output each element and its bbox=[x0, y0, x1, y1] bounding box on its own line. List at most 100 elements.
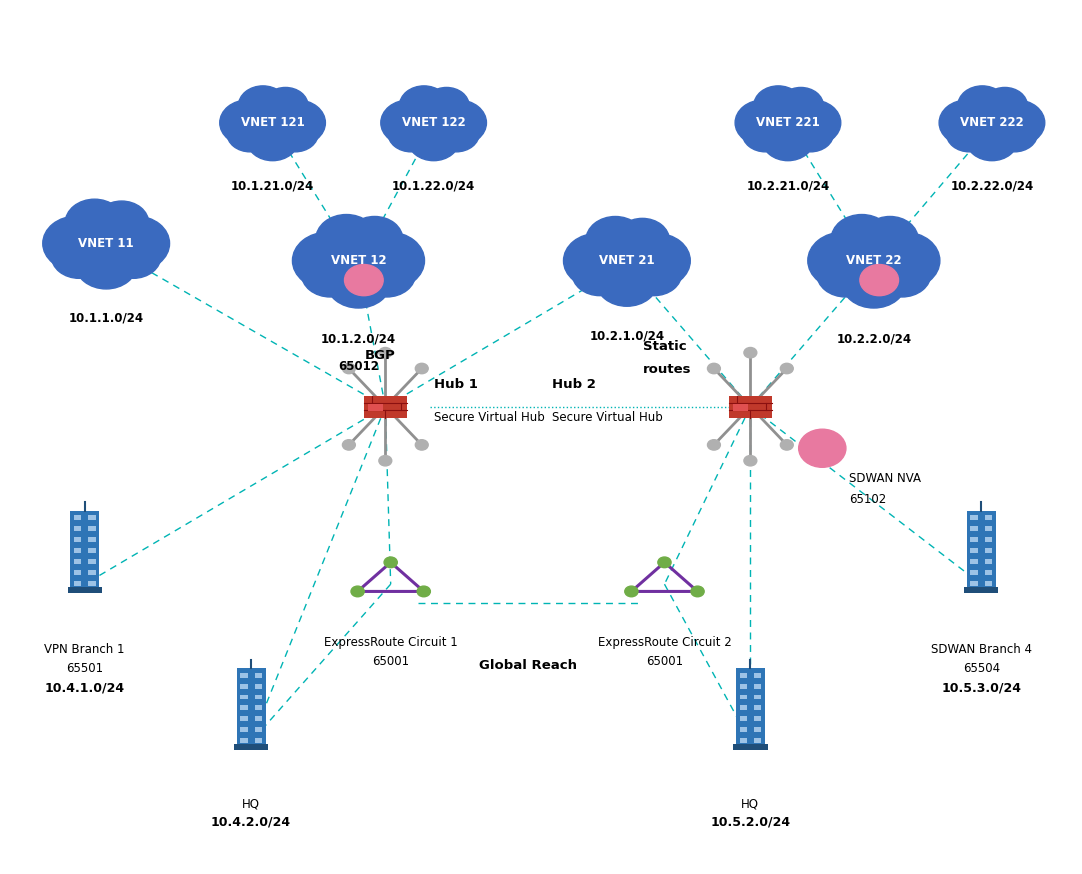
Circle shape bbox=[408, 119, 460, 161]
FancyBboxPatch shape bbox=[89, 558, 95, 564]
Text: 65501: 65501 bbox=[66, 662, 103, 675]
FancyBboxPatch shape bbox=[368, 404, 383, 411]
FancyBboxPatch shape bbox=[754, 739, 762, 743]
Text: VNET 12: VNET 12 bbox=[331, 254, 386, 267]
Text: 65102: 65102 bbox=[849, 493, 886, 506]
Text: routes: routes bbox=[643, 364, 691, 377]
Circle shape bbox=[831, 214, 893, 264]
FancyBboxPatch shape bbox=[254, 673, 262, 677]
FancyBboxPatch shape bbox=[254, 705, 262, 711]
FancyBboxPatch shape bbox=[967, 510, 995, 586]
Circle shape bbox=[873, 250, 931, 297]
Circle shape bbox=[76, 239, 137, 289]
Circle shape bbox=[247, 119, 299, 161]
Text: 10.2.21.0/24: 10.2.21.0/24 bbox=[747, 180, 830, 193]
FancyBboxPatch shape bbox=[240, 695, 248, 699]
Text: VPN Branch 1: VPN Branch 1 bbox=[44, 643, 124, 656]
Text: VNET 121: VNET 121 bbox=[240, 116, 304, 129]
Text: VNET 221: VNET 221 bbox=[756, 116, 820, 129]
Circle shape bbox=[51, 233, 107, 278]
FancyBboxPatch shape bbox=[74, 548, 81, 552]
FancyBboxPatch shape bbox=[234, 745, 268, 751]
Circle shape bbox=[400, 96, 467, 149]
Text: Hub 1: Hub 1 bbox=[434, 378, 477, 392]
Circle shape bbox=[626, 251, 682, 295]
Circle shape bbox=[379, 455, 392, 466]
FancyBboxPatch shape bbox=[739, 695, 747, 699]
Circle shape bbox=[220, 100, 276, 146]
Circle shape bbox=[735, 100, 792, 146]
FancyBboxPatch shape bbox=[89, 548, 95, 552]
Circle shape bbox=[268, 100, 326, 146]
FancyBboxPatch shape bbox=[971, 580, 978, 586]
FancyBboxPatch shape bbox=[254, 695, 262, 699]
FancyBboxPatch shape bbox=[74, 537, 81, 542]
Text: Secure Virtual Hub: Secure Virtual Hub bbox=[552, 411, 662, 424]
FancyBboxPatch shape bbox=[985, 570, 992, 574]
FancyBboxPatch shape bbox=[985, 537, 992, 542]
Text: VNET 21: VNET 21 bbox=[599, 254, 655, 267]
Circle shape bbox=[317, 227, 400, 295]
FancyBboxPatch shape bbox=[754, 673, 762, 677]
FancyBboxPatch shape bbox=[74, 526, 81, 531]
Circle shape bbox=[346, 217, 403, 262]
Circle shape bbox=[342, 364, 355, 374]
Circle shape bbox=[799, 429, 846, 468]
FancyBboxPatch shape bbox=[240, 717, 248, 721]
FancyBboxPatch shape bbox=[739, 673, 747, 677]
FancyBboxPatch shape bbox=[237, 668, 265, 745]
Text: 10.4.1.0/24: 10.4.1.0/24 bbox=[44, 681, 124, 694]
Circle shape bbox=[342, 440, 355, 450]
Text: VNET 222: VNET 222 bbox=[960, 116, 1024, 129]
Text: Secure Virtual Hub: Secure Virtual Hub bbox=[434, 411, 544, 424]
Text: 65012: 65012 bbox=[338, 360, 379, 372]
Text: SDWAN Branch 4: SDWAN Branch 4 bbox=[931, 643, 1032, 656]
Circle shape bbox=[991, 114, 1038, 152]
Circle shape bbox=[658, 557, 671, 568]
FancyBboxPatch shape bbox=[985, 580, 992, 586]
Circle shape bbox=[263, 87, 308, 124]
Circle shape bbox=[708, 364, 721, 374]
Circle shape bbox=[784, 100, 841, 146]
Circle shape bbox=[415, 364, 428, 374]
Circle shape bbox=[66, 211, 146, 276]
Text: 65504: 65504 bbox=[963, 662, 1000, 675]
Text: VNET 122: VNET 122 bbox=[401, 116, 465, 129]
FancyBboxPatch shape bbox=[734, 745, 767, 751]
Circle shape bbox=[239, 96, 306, 149]
Circle shape bbox=[780, 364, 793, 374]
FancyBboxPatch shape bbox=[985, 526, 992, 531]
FancyBboxPatch shape bbox=[240, 727, 248, 732]
Text: 65001: 65001 bbox=[646, 656, 683, 668]
Circle shape bbox=[788, 114, 834, 152]
Circle shape bbox=[624, 586, 638, 597]
Circle shape bbox=[379, 348, 392, 357]
Circle shape bbox=[399, 86, 448, 125]
Circle shape bbox=[762, 119, 814, 161]
Text: HQ: HQ bbox=[741, 798, 760, 811]
Circle shape bbox=[861, 217, 919, 262]
FancyBboxPatch shape bbox=[74, 570, 81, 574]
Text: 10.1.22.0/24: 10.1.22.0/24 bbox=[392, 180, 475, 193]
Circle shape bbox=[754, 96, 821, 149]
FancyBboxPatch shape bbox=[254, 717, 262, 721]
Circle shape bbox=[564, 233, 632, 288]
FancyBboxPatch shape bbox=[89, 580, 95, 586]
FancyBboxPatch shape bbox=[971, 537, 978, 542]
Circle shape bbox=[316, 214, 377, 264]
FancyBboxPatch shape bbox=[971, 526, 978, 531]
FancyBboxPatch shape bbox=[754, 727, 762, 732]
FancyBboxPatch shape bbox=[67, 586, 102, 593]
Circle shape bbox=[572, 251, 628, 295]
FancyBboxPatch shape bbox=[964, 586, 999, 593]
Circle shape bbox=[959, 96, 1026, 149]
FancyBboxPatch shape bbox=[74, 558, 81, 564]
Circle shape bbox=[327, 256, 391, 308]
FancyBboxPatch shape bbox=[971, 515, 978, 520]
Text: BGP: BGP bbox=[365, 349, 395, 362]
FancyBboxPatch shape bbox=[74, 515, 81, 520]
Circle shape bbox=[351, 586, 365, 597]
Circle shape bbox=[842, 256, 906, 308]
Circle shape bbox=[939, 100, 995, 146]
Circle shape bbox=[272, 114, 318, 152]
